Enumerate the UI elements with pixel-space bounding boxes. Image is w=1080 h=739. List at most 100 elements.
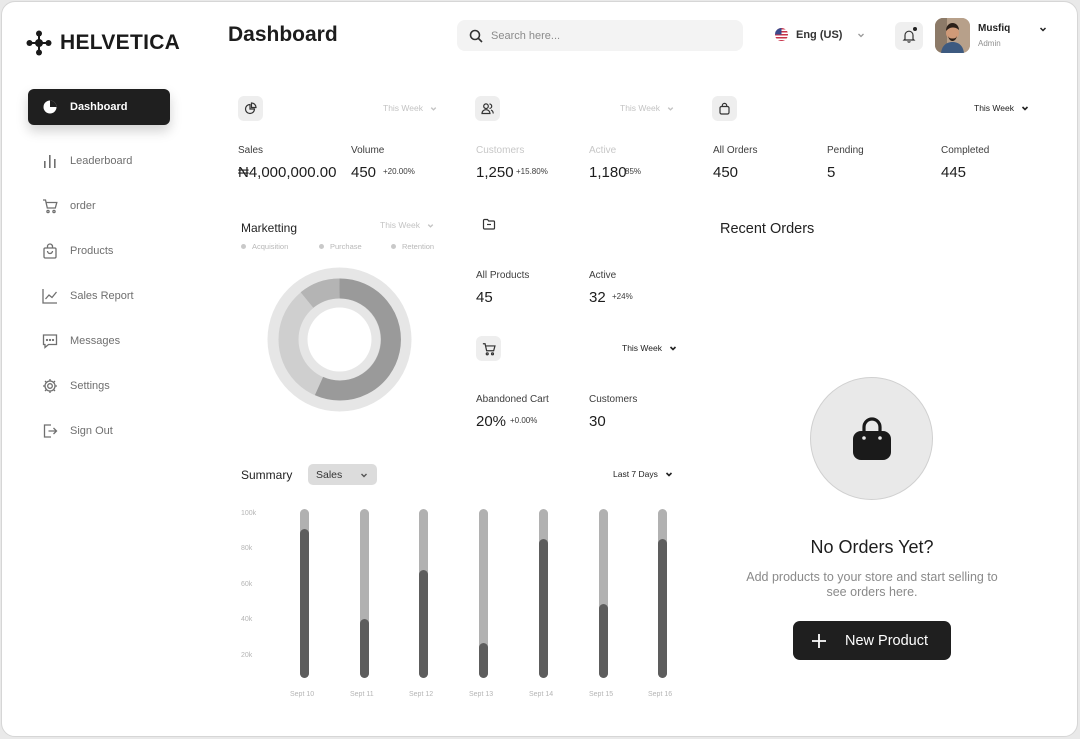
sidebar-item-label: Leaderboard [70,155,133,167]
sidebar-item-sign-out[interactable]: Sign Out [28,413,170,449]
us-flag-icon [775,28,788,41]
bar[interactable] [599,604,608,678]
bag-icon [719,102,730,115]
bag-icon [43,243,57,259]
period-label: This Week [380,220,420,230]
summary-title: Summary [241,468,293,482]
donut-segment-mid [300,278,340,309]
bar-track [300,509,309,678]
bar-track [479,509,488,678]
bar-chart-icon [44,155,56,168]
bar[interactable] [539,539,548,678]
stat-value: 32 [589,289,606,306]
legend-dot [391,244,396,249]
stat-value: 450 [351,164,377,181]
summary-metric-dropdown[interactable]: Sales [308,464,377,485]
chevron-down-icon [667,106,674,111]
plus-icon [812,633,826,648]
chevron-down-icon [361,473,367,477]
bar[interactable] [300,529,309,678]
sidebar-item-products[interactable]: Products [28,233,170,269]
orders-period-dropdown[interactable]: This Week [974,103,1030,113]
marketing-period-dropdown[interactable]: This Week [380,220,435,230]
y-tick-label: 80k [241,545,253,552]
period-label: This Week [622,343,662,353]
stat-label: Customers [476,145,525,156]
legend-dot [241,244,246,249]
stat-change: +24% [612,292,633,301]
y-tick-label: 20k [241,652,253,659]
stat-label: Completed [941,145,990,156]
chevron-down-icon [669,346,677,351]
sidebar-item-settings[interactable]: Settings [28,368,170,404]
x-tick-label: Sept 12 [409,691,434,698]
marketing-title: Marketting [241,221,298,235]
x-tick-label: Sept 10 [290,691,315,698]
empty-state-title: No Orders Yet? [810,537,934,557]
sign-out-icon [43,424,58,438]
bar[interactable] [360,619,369,678]
cart-period-dropdown[interactable]: This Week [622,343,678,353]
sidebar-item-label: order [70,200,96,212]
chevron-down-icon [427,223,434,228]
stat-label: Volume [351,145,385,156]
stat-label: All Orders [713,145,758,156]
logo-icon [26,30,52,56]
legend-label: Purchase [330,242,362,251]
sidebar-item-label: Sign Out [70,425,113,437]
stat-label: Abandoned Cart [476,394,549,405]
bar[interactable] [419,570,428,678]
legend-dot [319,244,324,249]
chevron-down-icon[interactable] [1038,24,1048,34]
user-role: Admin [978,39,1001,48]
search-input[interactable] [491,29,721,42]
recent-orders-title: Recent Orders [720,221,815,237]
x-tick-label: Sept 16 [648,691,673,698]
sidebar-item-leaderboard[interactable]: Leaderboard [28,143,170,179]
stat-label: Customers [589,394,638,405]
stat-value: 5 [827,164,836,181]
avatar[interactable] [935,18,970,53]
sidebar-item-dashboard[interactable]: Dashboard [28,89,170,125]
language-label: Eng (US) [796,28,843,41]
stat-label: Active [589,145,617,156]
sidebar-item-order[interactable]: order [28,188,170,224]
customers-period-dropdown[interactable]: This Week [620,103,675,113]
line-chart-icon [42,289,58,304]
shopping-bag-icon [852,416,891,460]
bar[interactable] [479,643,488,678]
sidebar-item-label: Dashboard [70,101,128,113]
stat-label: Sales [238,145,264,156]
sidebar-item-messages[interactable]: Messages [28,323,170,359]
empty-state-illustration [810,377,933,500]
brand-logo[interactable]: HELVETICA [26,30,180,56]
marketing-donut-chart [267,267,412,412]
summary-range-dropdown[interactable]: Last 7 Days [613,469,674,479]
bar-track [419,509,428,678]
sidebar-item-label: Sales Report [70,290,134,302]
sidebar-item-label: Messages [70,335,121,347]
search-bar[interactable] [457,20,743,51]
bar[interactable] [658,539,667,678]
sidebar-item-sales-report[interactable]: Sales Report [28,278,170,314]
new-product-label: New Product [845,632,929,649]
chevron-down-icon [665,472,672,477]
range-label: Last 7 Days [613,469,658,479]
brand-name: HELVETICA [60,31,181,54]
bar-track [658,509,667,678]
new-product-button[interactable]: New Product [793,621,951,660]
stat-change: +0.00% [510,416,538,425]
x-tick-label: Sept 13 [469,691,494,698]
message-icon [42,334,58,349]
notifications-button[interactable] [895,22,923,50]
cart-icon [43,199,58,214]
language-selector[interactable]: Eng (US) [775,28,866,41]
period-label: This Week [620,103,660,113]
sales-period-dropdown[interactable]: This Week [383,103,438,113]
donut-segment-dark [314,278,401,401]
period-label: This Week [974,103,1014,113]
stat-value: 1,180 [589,164,627,181]
sidebar-item-label: Settings [70,380,110,392]
empty-state-description: Add products to your store and start sel… [746,570,998,599]
